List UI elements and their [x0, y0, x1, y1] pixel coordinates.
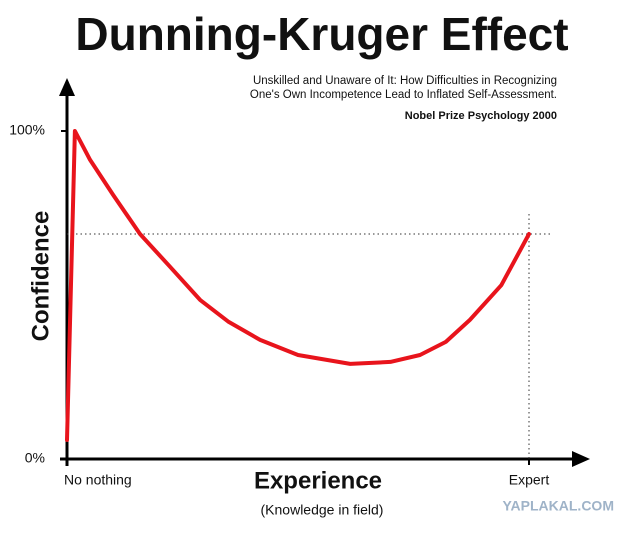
watermark: YAPLAKAL.COM — [503, 498, 615, 514]
y-axis-arrow — [59, 78, 75, 96]
annotation: Nobel Prize Psychology 2000 — [405, 110, 557, 122]
x-axis-label: Experience — [254, 467, 382, 494]
y-axis-label: Confidence — [27, 211, 54, 342]
x-axis-sublabel: (Knowledge in field) — [261, 502, 384, 518]
x-axis-arrow — [572, 451, 590, 467]
subtitle-line: One's Own Incompetence Lead to Inflated … — [250, 89, 557, 101]
line-series — [65, 129, 531, 442]
chart-title: Dunning-Kruger Effect — [75, 8, 568, 60]
y-tick-label: 100% — [9, 122, 45, 138]
x-tick-label: Expert — [509, 472, 550, 488]
x-tick-label: No nothing — [64, 472, 132, 488]
subtitle-line: Unskilled and Unaware of It: How Difficu… — [253, 75, 557, 87]
y-tick-label: 0% — [25, 450, 45, 466]
